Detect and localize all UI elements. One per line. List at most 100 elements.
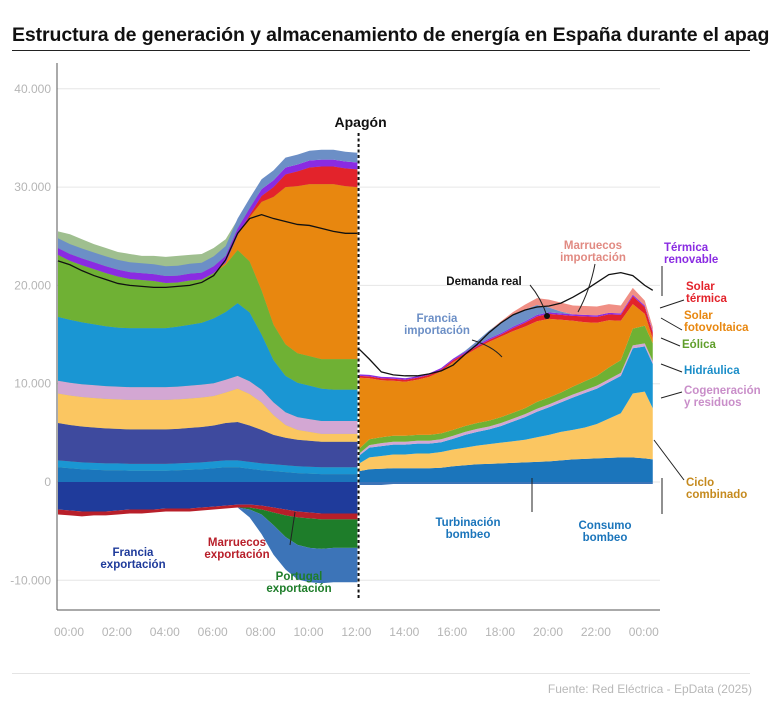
- annotation-label: Ciclo combinado: [686, 477, 747, 501]
- annotation-label: Demanda real: [446, 276, 521, 288]
- annotation-line: fotovoltaica: [684, 322, 749, 334]
- area-bombeo-almacenamiento: [58, 422, 358, 468]
- annotation-leader-line: [660, 391, 683, 399]
- y-tick-label: 20.000: [14, 278, 51, 292]
- annotation-label: Francia importación: [404, 313, 470, 337]
- annotation-line: Cogeneración: [684, 385, 761, 397]
- x-tick-label: 20:00: [533, 625, 563, 639]
- y-tick-label: -10.000: [10, 573, 51, 587]
- annotation-label: Hidráulica: [684, 365, 740, 377]
- x-tick-label: 04:00: [150, 625, 180, 639]
- annotation-leader-line: [659, 299, 685, 309]
- area-consumo-bombeo: [359, 482, 653, 485]
- x-tick-label: 08:00: [246, 625, 276, 639]
- area-térmica-renovable: [359, 294, 653, 380]
- annotation-line: Consumo: [578, 520, 631, 532]
- annotation-line: importación: [560, 252, 626, 264]
- x-tick-label: 18:00: [485, 625, 515, 639]
- annotation-line: Ciclo: [686, 477, 714, 489]
- area-portugal-exportación: [58, 507, 358, 549]
- annotation-label: Marruecos importación: [560, 240, 626, 264]
- annotation-line: bombeo: [583, 532, 628, 544]
- annotation-line: Térmica: [664, 242, 709, 254]
- annotation-line: Eólica: [682, 339, 716, 351]
- annotation-line: Francia: [417, 313, 459, 325]
- x-tick-label: 12:00: [341, 625, 371, 639]
- x-tick-label: 06:00: [198, 625, 228, 639]
- annotation-line: importación: [404, 325, 470, 337]
- demand-line: [57, 213, 654, 377]
- title-divider: [12, 50, 750, 51]
- annotation-line: combinado: [686, 489, 747, 501]
- annotation-line: térmica: [686, 293, 728, 305]
- area-cogeneración-y-residuos: [58, 375, 358, 434]
- y-tick-label: 30.000: [14, 180, 51, 194]
- annotation-line: renovable: [664, 254, 718, 266]
- area-eólica: [58, 250, 358, 390]
- annotation-line: Solar: [684, 310, 713, 322]
- area-ciclo-combinado: [359, 391, 653, 472]
- annotation-line: Portugal: [276, 571, 323, 583]
- demand-marker-dot: [544, 313, 550, 319]
- annotation-label: Francia exportación: [100, 547, 165, 571]
- annotation-leader-line: [660, 337, 681, 347]
- area-solar-térmica: [58, 166, 358, 283]
- area-marruecos-exportación: [58, 504, 358, 520]
- area-solar-fotovoltaica: [359, 304, 653, 449]
- area-turbinación-bombeo: [359, 457, 653, 482]
- x-tick-label: 00:00: [54, 625, 84, 639]
- annotation-leader-line: [471, 339, 503, 358]
- area-hidráulica: [359, 346, 653, 464]
- annotation-line: Marruecos: [208, 537, 266, 549]
- annotation-leader-line: [289, 511, 296, 546]
- x-tick-label: 00:00: [629, 625, 659, 639]
- annotation-label: Térmica renovable: [664, 242, 718, 266]
- annotation-line: Marruecos: [564, 240, 622, 252]
- annotation-label: Eólica: [682, 339, 716, 351]
- x-tick-label: 10:00: [293, 625, 323, 639]
- area-solar-térmica: [359, 296, 653, 382]
- x-tick-label: 14:00: [389, 625, 419, 639]
- area-solar-fotovoltaica: [58, 184, 358, 360]
- area-turbinación-bombeo: [58, 467, 358, 482]
- stacked-areas: [58, 149, 653, 584]
- annotation-leader-line: [529, 284, 548, 317]
- annotation-line: Hidráulica: [684, 365, 740, 377]
- annotation-leader-line: [660, 363, 683, 373]
- area-marruecos-importación: [359, 287, 653, 379]
- annotation-line: Turbinación: [436, 517, 501, 529]
- annotation-line: Francia: [113, 547, 155, 559]
- x-tick-label: 16:00: [437, 625, 467, 639]
- blackout-marker-label: Apagón: [335, 114, 387, 130]
- y-tick-label: 10.000: [14, 377, 51, 391]
- annotation-line: Demanda real: [446, 276, 521, 288]
- annotation-label: Solar térmica: [686, 281, 728, 305]
- annotation-line: exportación: [266, 583, 331, 595]
- annotation-line: y residuos: [684, 397, 742, 409]
- annotation-label: Marruecos exportación: [204, 537, 269, 561]
- annotation-label: Cogeneración y residuos: [684, 385, 761, 409]
- y-tick-label: 40.000: [14, 82, 51, 96]
- area-consumo-bombeo: [58, 507, 358, 584]
- annotation-leader-line: [653, 439, 685, 481]
- chart-title: Estructura de generación y almacenamient…: [12, 24, 770, 46]
- source-credit: Fuente: Red Eléctrica - EpData (2025): [547, 682, 752, 696]
- area-ciclo-combinado-mañana-: [58, 388, 358, 442]
- area-francia-exportación: [58, 482, 358, 514]
- area-cogeneración-y-residuos: [359, 343, 653, 456]
- y-tick-label: 0: [44, 475, 51, 489]
- annotation-leader-line: [577, 263, 596, 313]
- annotation-label: Consumo bombeo: [578, 520, 631, 544]
- annotation-line: Solar: [686, 281, 715, 293]
- annotation-line: exportación: [204, 549, 269, 561]
- area-eólica: [359, 325, 653, 454]
- annotation-label: Turbinación bombeo: [436, 517, 501, 541]
- area-hidráulica: [58, 460, 358, 475]
- annotation-line: bombeo: [446, 529, 491, 541]
- annotation-label: Portugal exportación: [266, 571, 331, 595]
- footer-divider: [12, 673, 750, 674]
- annotation-leader-line: [660, 317, 683, 331]
- annotation-line: exportación: [100, 559, 165, 571]
